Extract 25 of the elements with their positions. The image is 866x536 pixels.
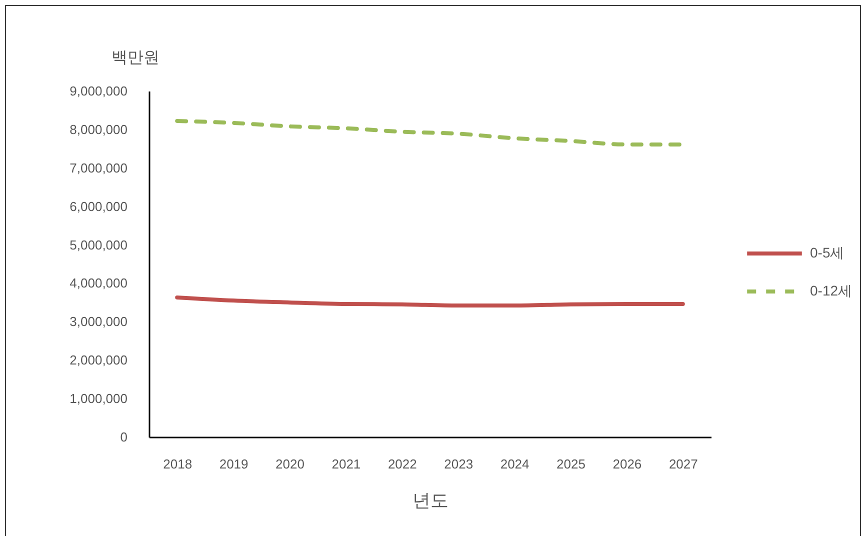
y-tick-label: 4,000,000 (70, 276, 128, 291)
y-tick-label: 0 (120, 430, 128, 444)
y-tick-label: 7,000,000 (70, 160, 128, 176)
y-axis-title: 백만원 (112, 50, 160, 66)
x-tick-label: 2019 (219, 456, 248, 472)
legend-label: 0-5세 (810, 244, 844, 260)
line-series (175, 295, 685, 308)
x-tick-label: 2026 (612, 456, 642, 472)
y-tick-label: 9,000,000 (70, 84, 128, 98)
x-tick-label: 2021 (332, 456, 361, 472)
x-axis-title: 년도 (412, 490, 448, 510)
x-tick-label: 2023 (444, 456, 474, 472)
y-tick-label: 3,000,000 (70, 314, 128, 330)
y-tick-label: 1,000,000 (70, 391, 128, 406)
x-tick-label: 2020 (276, 456, 304, 472)
y-tick-label: 6,000,000 (70, 198, 128, 214)
y-tick-label: 2,000,000 (70, 352, 128, 368)
y-tick-label: 8,000,000 (70, 122, 128, 137)
legend-label: 0-12세 (810, 282, 852, 298)
x-tick-label: 2025 (556, 456, 586, 472)
y-tick-label: 5,000,000 (70, 237, 128, 252)
x-tick-label: 2027 (668, 456, 698, 472)
x-tick-label: 2022 (388, 456, 417, 472)
x-tick-label: 2024 (500, 456, 530, 472)
x-tick-label: 2018 (163, 456, 192, 472)
